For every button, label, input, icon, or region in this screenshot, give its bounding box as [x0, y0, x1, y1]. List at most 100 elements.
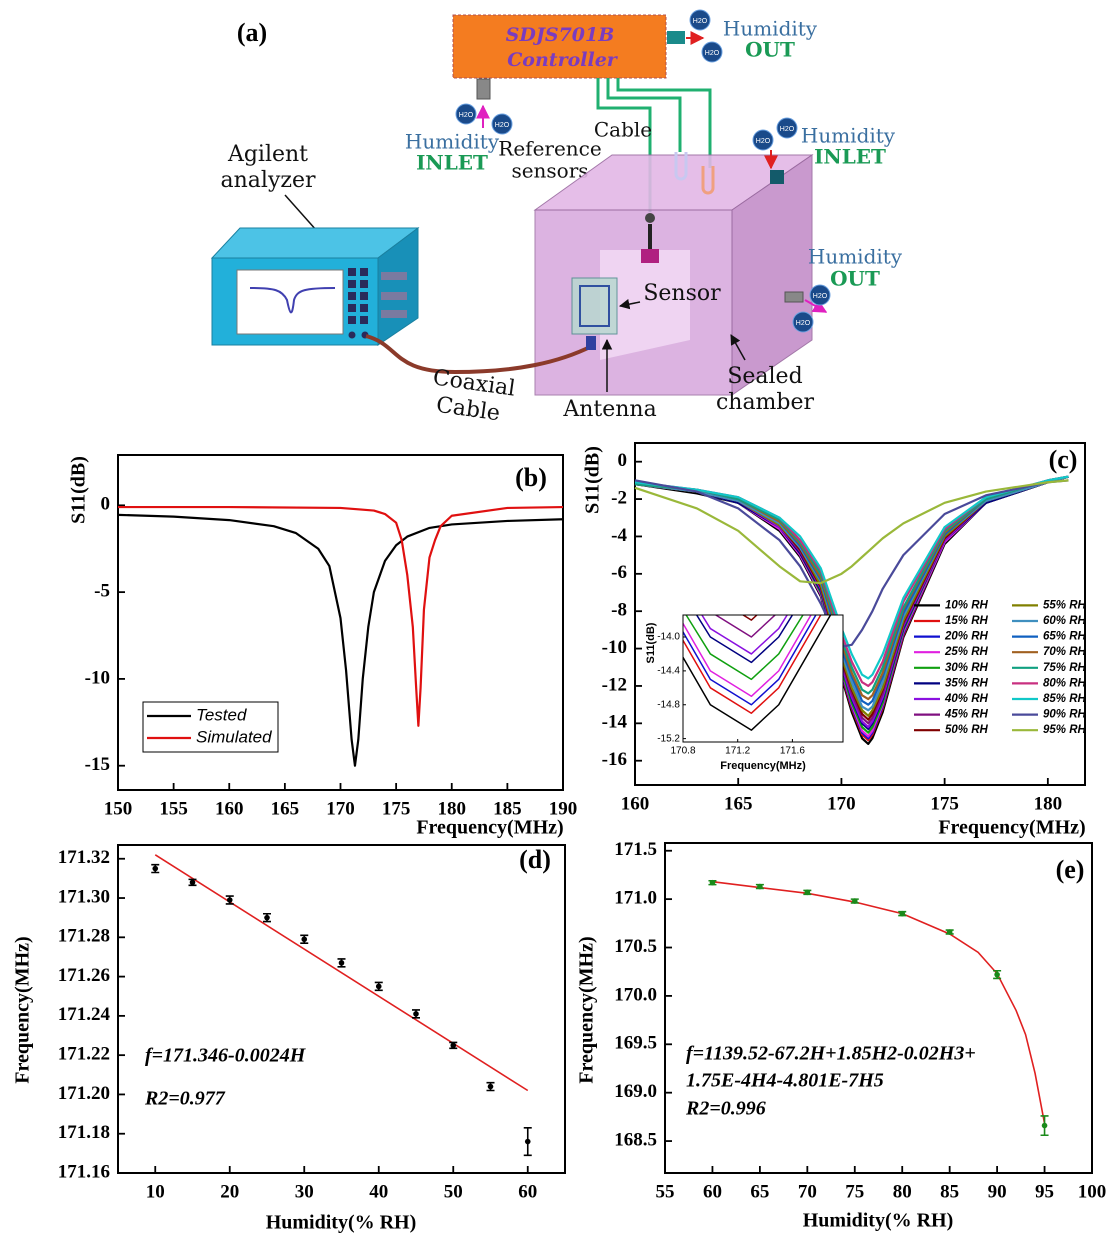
x-axis-label: Humidity(% RH) [803, 1210, 954, 1232]
outlet-pipe [667, 31, 685, 44]
analyzer-buttons [348, 268, 369, 339]
y-tick-label: -2 [611, 487, 627, 508]
y-tick-label: -5 [94, 580, 110, 601]
data-line [634, 479, 1069, 585]
legend-label: 65% RH [1043, 631, 1087, 643]
y-tick-label: -15.2 [657, 733, 680, 744]
analyzer-screen [236, 269, 344, 335]
legend-label: 40% RH [944, 693, 989, 705]
h2o-label: H2O [495, 122, 510, 129]
legend-label: Simulated [196, 727, 272, 746]
x-tick-label: 85 [940, 1181, 959, 1202]
data-point [226, 897, 233, 903]
arrow [618, 298, 641, 310]
y-tick-label: -6 [611, 562, 627, 583]
annotation: f=1139.52-67.2H+1.85H2-0.02H3+ [686, 1043, 976, 1065]
data-point [899, 910, 906, 917]
h2o-bubble [689, 9, 711, 31]
cable-label: Cable [594, 118, 652, 142]
arrow [804, 299, 828, 313]
y-axis-label: Frequency(MHz) [12, 936, 34, 1083]
h2o-label: H2O [705, 50, 720, 57]
data-line [683, 615, 817, 706]
y-tick-label: 170.0 [614, 984, 657, 1005]
reference-sensor [645, 213, 655, 223]
x-tick-label: 160 [215, 798, 244, 819]
legend-label: 25% RH [944, 646, 989, 658]
x-tick-label: 55 [656, 1181, 675, 1202]
data-point [524, 1138, 531, 1145]
h2o-bubble [809, 284, 831, 306]
x-tick-label: 60 [518, 1181, 537, 1202]
cable [606, 78, 682, 152]
y-tick-label: -16 [602, 749, 627, 770]
inset-y-label: S11(dB) [645, 622, 657, 663]
x-tick-label: 100 [1078, 1181, 1107, 1202]
annotation: R2=0.977 [144, 1088, 226, 1110]
x-tick-label: 40 [369, 1181, 388, 1202]
data-point [375, 983, 382, 990]
holder-base [641, 249, 659, 263]
antenna-label: Antenna [562, 397, 656, 422]
data-line [683, 615, 812, 698]
panel-label: (e) [1056, 855, 1085, 884]
x-tick-label: 50 [444, 1181, 463, 1202]
holder [648, 224, 652, 249]
reference-sensor [701, 166, 715, 195]
cable [616, 78, 712, 168]
data-line [118, 505, 564, 727]
legend-label: 95% RH [1043, 724, 1087, 736]
x-tick-label: 170 [827, 793, 856, 814]
y-axis-label: Frequency(MHz) [576, 936, 598, 1083]
x-tick-label: 170 [326, 798, 355, 819]
humidity-label: Humidity [801, 124, 896, 148]
y-tick-label: -14 [602, 712, 628, 733]
x-tick-label: 165 [724, 793, 753, 814]
panel-label: (d) [519, 845, 551, 874]
y-tick-label: 170.5 [614, 936, 657, 957]
x-tick-label: 165 [271, 798, 300, 819]
chamber-floor [600, 250, 690, 360]
y-tick-label: 171.30 [58, 886, 110, 907]
x-tick-label: 75 [845, 1181, 864, 1202]
legend-label: 75% RH [1043, 662, 1087, 674]
arrow [730, 334, 746, 361]
legend-frame [142, 701, 279, 753]
chamber-label: chamber [716, 390, 815, 415]
x-tick-label: 180 [438, 798, 467, 819]
humidity-label: Humidity [808, 245, 903, 269]
data-line [683, 615, 822, 714]
controller-box [452, 14, 667, 79]
data-line [634, 479, 1069, 648]
inlet-pipe [770, 170, 784, 184]
annotation: R2=0.996 [685, 1098, 766, 1120]
x-tick-label: 60 [703, 1181, 722, 1202]
data-point [338, 960, 345, 966]
legend-label: 80% RH [1043, 677, 1087, 689]
x-axis-label: Frequency(MHz) [938, 817, 1085, 839]
humidity-label: Humidity [723, 17, 818, 41]
x-tick-label: 180 [1034, 793, 1063, 814]
y-tick-label: 171.22 [58, 1044, 110, 1065]
out-label: OUT [745, 38, 795, 62]
y-tick-label: 171.0 [614, 887, 657, 908]
y-tick-label: 171.16 [58, 1161, 110, 1182]
data-point [264, 914, 270, 921]
y-tick-label: -10 [85, 667, 110, 688]
x-tick-label: 80 [893, 1181, 912, 1202]
y-tick-label: 171.26 [58, 965, 110, 986]
data-line [634, 475, 1069, 680]
x-tick-label: 155 [159, 798, 188, 819]
plot-frame [117, 454, 564, 791]
legend-label: 45% RH [944, 709, 989, 721]
out-label: OUT [830, 267, 880, 291]
h2o-label: H2O [693, 18, 708, 25]
inlet-label: INLET [814, 145, 886, 169]
data-line [117, 513, 564, 767]
data-point [757, 883, 763, 890]
y-tick-label: -12 [602, 674, 627, 695]
analyzer-label: analyzer [221, 168, 316, 193]
data-line [695, 615, 794, 664]
screen-curve [249, 287, 336, 314]
